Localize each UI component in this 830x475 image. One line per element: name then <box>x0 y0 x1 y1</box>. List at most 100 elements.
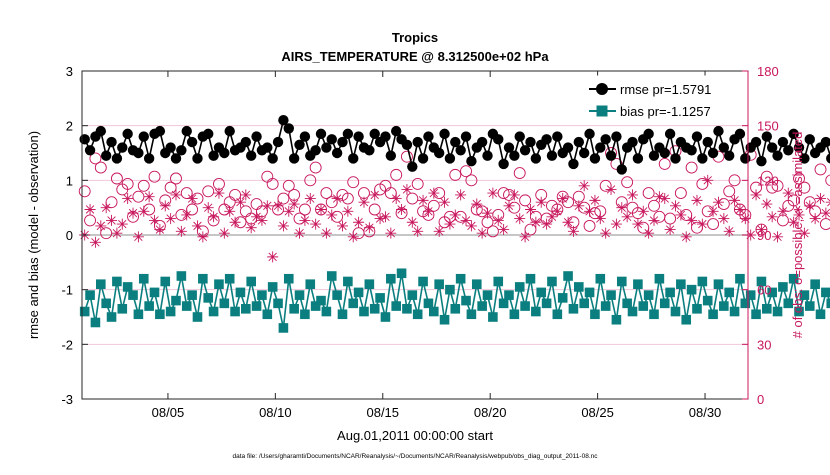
rmse-point <box>95 125 107 137</box>
assimilated-obs-point <box>283 205 295 217</box>
rmse-point <box>707 147 719 159</box>
rmse-point <box>648 150 660 161</box>
bias-point <box>633 279 643 289</box>
rmse-point <box>337 136 348 148</box>
bias-point <box>590 309 600 320</box>
bias-point <box>241 304 251 314</box>
bias-point <box>235 287 246 298</box>
bias-point <box>294 290 305 300</box>
assimilated-obs-point <box>696 218 708 230</box>
bias-point <box>96 279 106 289</box>
rmse-point <box>391 125 402 137</box>
assimilated-obs-point <box>95 220 107 232</box>
bias-point <box>713 279 724 289</box>
assimilated-obs-point <box>562 216 574 228</box>
rmse-point <box>493 134 504 145</box>
rmse-point <box>460 131 472 142</box>
assimilated-obs-point <box>202 202 214 214</box>
assimilated-obs-point <box>191 220 203 232</box>
assimilated-obs-point <box>584 205 596 217</box>
bias-point <box>762 304 772 314</box>
assimilated-obs-point <box>809 213 821 225</box>
bias-point <box>160 276 171 287</box>
y-right-tick-label: 0 <box>757 392 764 407</box>
rmse-point <box>670 153 681 164</box>
rmse-point <box>385 150 397 161</box>
bias-point <box>563 271 573 281</box>
possible-obs-point <box>513 167 526 179</box>
assimilated-obs-point <box>594 213 606 225</box>
bias-point <box>348 298 359 309</box>
possible-obs-point <box>250 198 263 210</box>
bias-point <box>407 290 418 300</box>
y-axis-label-left: rmse and bias (model - observation) <box>26 131 41 339</box>
rmse-point <box>772 150 783 161</box>
assimilated-obs-point <box>782 187 794 199</box>
assimilated-obs-point <box>363 222 375 234</box>
assimilated-obs-point <box>208 211 220 223</box>
rmse-point <box>203 128 214 140</box>
bias-point <box>767 287 777 298</box>
assimilated-obs-point <box>508 189 520 201</box>
rmse-point <box>111 153 123 164</box>
possible-obs-point <box>121 178 134 190</box>
possible-obs-point <box>825 174 830 187</box>
rmse-point <box>804 134 815 145</box>
assimilated-obs-point <box>535 196 547 208</box>
assimilated-obs-point <box>326 209 338 221</box>
assimilated-obs-point <box>347 231 359 243</box>
bias-point <box>79 306 90 317</box>
bias-point <box>149 287 160 298</box>
rmse-point <box>777 136 789 148</box>
bias-point <box>708 309 718 320</box>
assimilated-obs-point <box>143 191 155 203</box>
possible-obs-point <box>787 194 800 207</box>
bias-point <box>396 268 407 279</box>
rmse-point <box>251 131 262 142</box>
bias-point <box>364 279 375 289</box>
rmse-point <box>294 139 305 150</box>
legend-bias-label: bias pr=-1.1257 <box>620 104 711 119</box>
possible-obs-point <box>664 212 677 225</box>
bias-point <box>187 290 197 300</box>
bias-point <box>246 276 256 287</box>
possible-obs-point <box>309 161 322 174</box>
bias-point <box>541 298 552 309</box>
assimilated-obs-point <box>181 209 193 221</box>
assimilated-obs-point <box>106 214 118 226</box>
assimilated-obs-point <box>573 200 585 212</box>
x-tick-label: 08/05 <box>152 405 185 420</box>
bias-point <box>536 287 547 298</box>
rmse-point <box>498 158 509 170</box>
bias-point <box>386 273 396 284</box>
rmse-point <box>766 142 778 153</box>
bias-point <box>321 306 332 317</box>
assimilated-obs-point <box>546 211 558 223</box>
assimilated-obs-point <box>89 236 101 248</box>
possible-obs-point <box>110 172 123 185</box>
rmse-point <box>514 131 525 142</box>
possible-obs-point <box>298 203 311 216</box>
possible-obs-point <box>793 172 805 185</box>
possible-obs-point <box>202 185 215 198</box>
bias-point <box>117 304 128 314</box>
assimilated-obs-point <box>331 193 343 205</box>
possible-obs-point <box>282 179 295 192</box>
rmse-point <box>724 150 735 161</box>
x-axis-label: Aug.01,2011 00:00:00 start <box>337 428 493 443</box>
rmse-point <box>143 153 155 164</box>
assimilated-obs-point <box>229 216 241 228</box>
assimilated-obs-point <box>632 218 644 230</box>
assimilated-obs-point <box>761 198 773 210</box>
assimilated-obs-point <box>288 198 300 210</box>
rmse-point <box>267 153 278 164</box>
rmse-point <box>519 145 531 156</box>
bias-point <box>638 301 649 311</box>
rmse-point <box>584 128 595 140</box>
legend-rmse-label: rmse pr=1.5791 <box>620 82 711 97</box>
rmse-point <box>664 128 676 140</box>
bias-point <box>262 309 273 320</box>
assimilated-obs-point <box>261 200 273 212</box>
